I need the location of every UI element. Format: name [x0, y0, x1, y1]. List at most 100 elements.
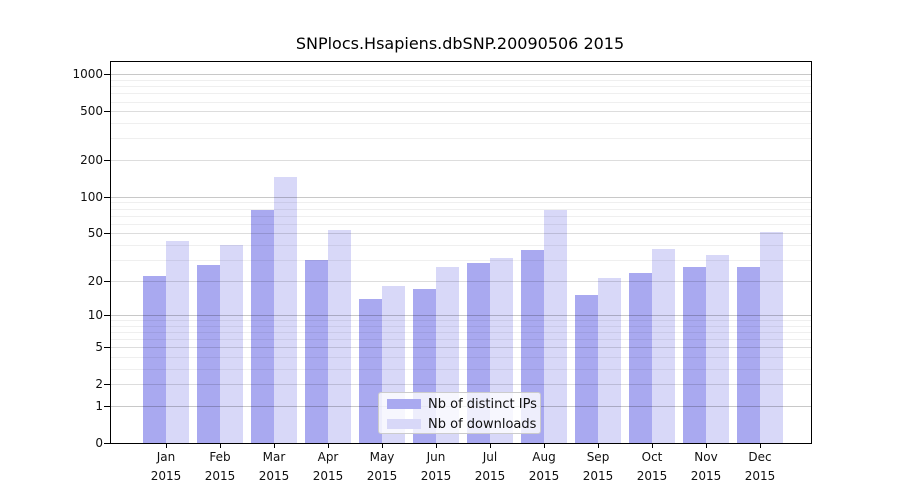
- y-tick-mark-1000: [104, 74, 110, 76]
- gridline-7: [111, 332, 811, 333]
- gridline-4: [111, 357, 811, 359]
- y-tick-label-100: 100: [80, 189, 103, 204]
- x-tick-mark-may: [382, 443, 383, 448]
- gridline-60: [111, 223, 811, 225]
- x-tick-label-aug: Aug 2015: [528, 450, 560, 483]
- bar-distinct-ips-nov: [683, 267, 706, 443]
- bar-downloads-dec: [760, 232, 783, 443]
- y-tick-mark-100: [104, 196, 110, 198]
- y-tick-mark-500: [104, 111, 110, 113]
- bar-distinct-ips-oct: [629, 273, 652, 443]
- gridline-500: [111, 111, 811, 113]
- y-tick-label-10: 10: [87, 308, 103, 322]
- gridline-70: [111, 215, 811, 217]
- legend-label-downloads: Nb of downloads: [428, 416, 537, 432]
- bar-downloads-nov: [706, 254, 729, 443]
- gridline-30: [111, 259, 811, 261]
- x-tick-mark-jun: [436, 443, 437, 448]
- x-tick-label-jan: Jan 2015: [150, 450, 182, 483]
- y-tick-label-200: 200: [80, 153, 103, 167]
- gridline-9: [111, 320, 811, 322]
- gridline-1000: [111, 74, 811, 76]
- x-tick-label-oct: Oct 2015: [636, 450, 668, 483]
- bar-distinct-ips-sep: [575, 295, 598, 443]
- bar-distinct-ips-may: [359, 298, 382, 443]
- y-tick-label-1: 1: [95, 399, 103, 413]
- y-tick-label-5: 5: [95, 340, 103, 355]
- gridline-100: [111, 196, 811, 198]
- gridline-600: [111, 101, 811, 103]
- gridline-700: [111, 93, 811, 95]
- gridline-50: [111, 233, 811, 235]
- bar-downloads-sep: [598, 278, 621, 443]
- x-tick-label-jun: Jun 2015: [420, 450, 452, 483]
- x-tick-label-nov: Nov 2015: [690, 450, 722, 483]
- gridline-900: [111, 79, 811, 81]
- x-tick-mark-nov: [706, 443, 707, 448]
- bar-distinct-ips-jan: [143, 275, 166, 443]
- bar-downloads-jan: [166, 241, 189, 443]
- y-tick-mark-0: [104, 443, 110, 444]
- bar-downloads-mar: [274, 176, 297, 443]
- gridline-40: [111, 244, 811, 246]
- bar-downloads-apr: [328, 230, 351, 443]
- bar-distinct-ips-dec: [737, 267, 760, 443]
- bar-distinct-ips-feb: [197, 265, 220, 443]
- legend-label-distinct-ips: Nb of distinct IPs: [428, 396, 537, 412]
- legend-swatch-distinct-ips: [387, 399, 421, 409]
- gridline-800: [111, 86, 811, 88]
- x-tick-mark-mar: [274, 443, 275, 448]
- x-tick-label-jul: Jul 2015: [474, 450, 506, 483]
- gridline-5: [111, 347, 811, 349]
- chart-title: SNPlocs.Hsapiens.dbSNP.20090506 2015: [295, 34, 625, 53]
- x-tick-label-may: May 2015: [366, 450, 398, 483]
- y-tick-mark-2: [104, 384, 110, 386]
- y-tick-label-1000: 1000: [72, 67, 103, 82]
- bar-distinct-ips-mar: [251, 209, 274, 443]
- gridline-10: [111, 315, 811, 316]
- x-tick-label-dec: Dec 2015: [744, 450, 776, 483]
- gridline-8: [111, 325, 811, 327]
- legend-swatch-downloads: [387, 419, 421, 429]
- gridline-6: [111, 339, 811, 341]
- y-tick-mark-200: [104, 160, 110, 161]
- gridline-3: [111, 369, 811, 370]
- y-tick-mark-20: [104, 280, 110, 282]
- y-tick-label-20: 20: [87, 273, 103, 288]
- legend-item-downloads: Nb of downloads: [387, 414, 536, 434]
- x-tick-label-apr: Apr 2015: [312, 450, 344, 483]
- x-tick-label-feb: Feb 2015: [204, 450, 236, 483]
- x-tick-label-sep: Sep 2015: [582, 450, 614, 483]
- y-tick-label-50: 50: [87, 226, 103, 241]
- x-tick-mark-apr: [328, 443, 329, 448]
- bar-downloads-feb: [220, 244, 243, 443]
- bar-downloads-oct: [652, 248, 675, 443]
- gridline-90: [111, 202, 811, 204]
- plot-area: Nb of distinct IPs Nb of downloads: [110, 61, 812, 444]
- y-tick-label-2: 2: [95, 377, 103, 392]
- gridline-400: [111, 123, 811, 125]
- y-tick-mark-5: [104, 347, 110, 349]
- legend: Nb of distinct IPs Nb of downloads: [378, 392, 541, 434]
- y-tick-label-500: 500: [80, 104, 103, 119]
- x-tick-mark-sep: [598, 443, 599, 448]
- y-tick-mark-10: [104, 315, 110, 316]
- legend-item-distinct-ips: Nb of distinct IPs: [387, 394, 537, 414]
- x-tick-mark-jan: [166, 443, 167, 448]
- y-tick-label-0: 0: [95, 436, 103, 450]
- x-tick-label-mar: Mar 2015: [258, 450, 290, 483]
- gridline-20: [111, 280, 811, 282]
- gridline-300: [111, 138, 811, 140]
- x-tick-mark-feb: [220, 443, 221, 448]
- gridline-80: [111, 208, 811, 210]
- bar-downloads-aug: [544, 209, 567, 443]
- bar-distinct-ips-apr: [305, 259, 328, 443]
- gridline-2: [111, 384, 811, 386]
- gridline-200: [111, 160, 811, 161]
- x-tick-mark-oct: [652, 443, 653, 448]
- x-tick-mark-dec: [760, 443, 761, 448]
- y-tick-mark-1: [104, 406, 110, 407]
- x-tick-mark-aug: [544, 443, 545, 448]
- y-tick-mark-50: [104, 233, 110, 235]
